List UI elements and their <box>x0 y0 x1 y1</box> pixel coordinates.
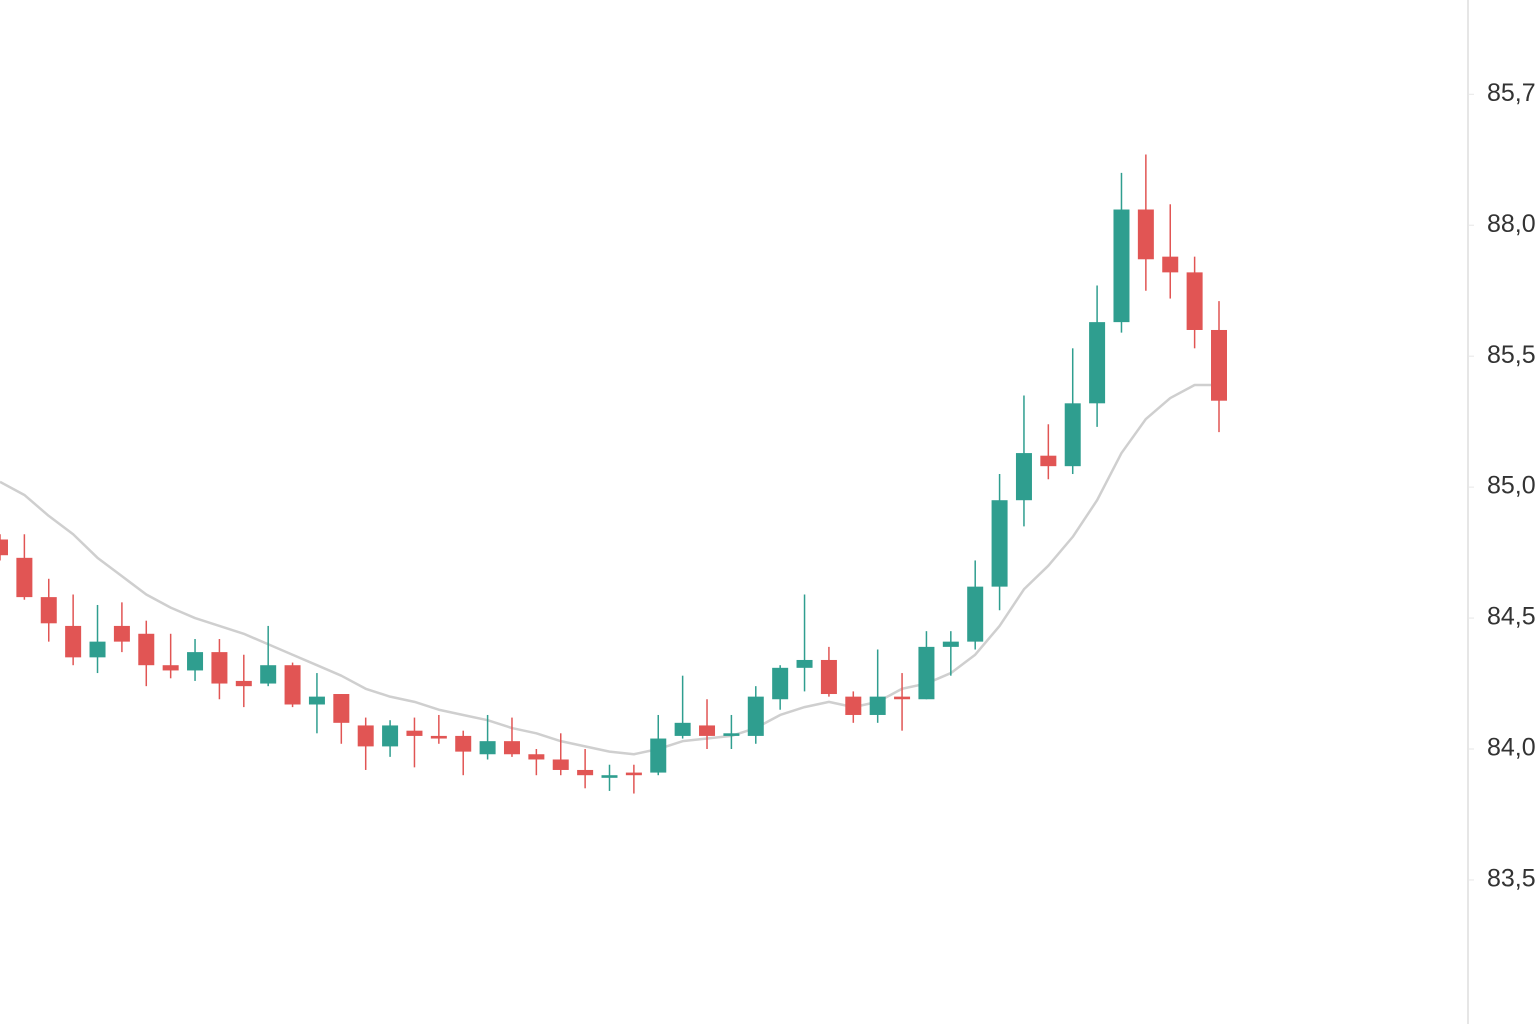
candle-body <box>528 754 545 760</box>
candle-body <box>211 652 228 684</box>
candle-body <box>113 625 130 642</box>
candle-body <box>942 641 959 647</box>
candle-body <box>455 735 472 752</box>
candle-body <box>333 694 350 723</box>
y-tick-label: 88,0 <box>1487 210 1536 238</box>
candle-body <box>16 557 33 598</box>
candle-body <box>1040 455 1057 467</box>
candle-body <box>723 733 740 736</box>
candle-body <box>796 659 813 668</box>
candle-body <box>1211 329 1227 401</box>
candle-body <box>625 772 642 776</box>
candle-body <box>406 730 423 736</box>
candle-body <box>430 735 447 739</box>
candle-body <box>772 667 789 700</box>
candle-body <box>382 725 399 747</box>
candle-body <box>845 696 862 715</box>
candle-body <box>40 597 57 624</box>
candle-body <box>674 722 691 736</box>
y-tick-label: 84,5 <box>1487 603 1536 631</box>
candle-body <box>1064 403 1081 467</box>
candle-body <box>894 696 911 700</box>
candle-body <box>235 680 252 687</box>
candle-body <box>1162 256 1179 273</box>
candle-body <box>601 775 618 778</box>
candle-body <box>1186 272 1203 330</box>
candle-body <box>187 652 204 671</box>
y-tick-label: 83,5 <box>1487 865 1536 893</box>
candle-body <box>89 641 106 658</box>
candle-body <box>1137 209 1154 260</box>
candle-body <box>65 625 82 658</box>
candle-body <box>138 633 155 666</box>
candle-body <box>284 665 301 705</box>
candle-body <box>699 725 716 736</box>
candle-body <box>918 646 935 700</box>
candle-body <box>577 769 594 776</box>
y-tick-label: 85,7 <box>1487 79 1536 107</box>
candle-body <box>1089 322 1106 404</box>
moving-average-line <box>0 383 1219 756</box>
y-tick-label: 85,5 <box>1487 341 1536 369</box>
candle-body <box>1113 209 1130 323</box>
candle-body <box>869 696 886 715</box>
candle-body <box>503 741 520 755</box>
candle-body <box>357 725 374 747</box>
candle-body <box>552 759 569 770</box>
candle-body <box>162 665 179 671</box>
candle-body <box>820 659 837 695</box>
candle-body <box>308 696 325 705</box>
candle-body <box>967 586 984 642</box>
candle-body <box>1015 453 1032 501</box>
candle-body <box>260 665 277 684</box>
candle-body <box>650 738 667 773</box>
candle-body <box>479 741 496 755</box>
y-tick-label: 84,0 <box>1487 734 1536 762</box>
y-tick-label: 85,0 <box>1487 472 1536 500</box>
candle-body <box>991 500 1008 587</box>
candle-body <box>747 696 764 736</box>
candle-body <box>0 539 8 556</box>
